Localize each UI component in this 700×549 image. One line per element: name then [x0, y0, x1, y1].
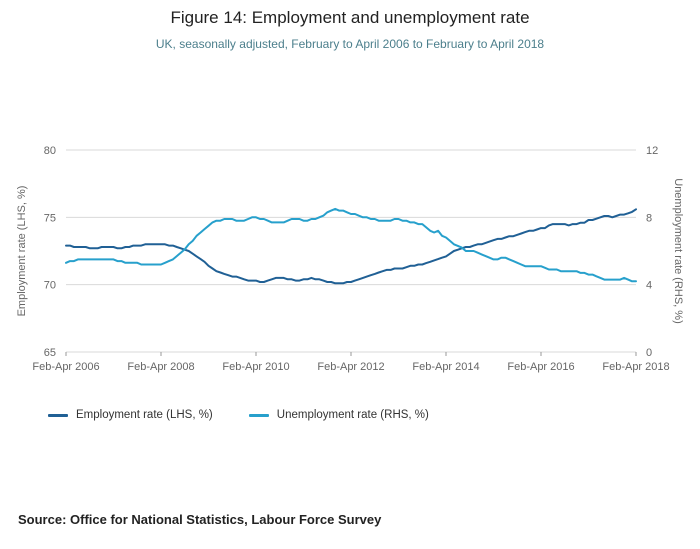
- left-axis-title: Employment rate (LHS, %): [16, 186, 28, 317]
- x-axis-tick-label: Feb-Apr 2008: [127, 361, 194, 373]
- source-note: Source: Office for National Statistics, …: [18, 512, 382, 527]
- right-axis-tick-label: 8: [646, 212, 652, 224]
- x-axis-tick-label: Feb-Apr 2006: [32, 361, 99, 373]
- x-axis-tick-label: Feb-Apr 2010: [222, 361, 289, 373]
- unemployment-line-swatch-icon: [248, 413, 269, 417]
- employment-rate-line: [65, 208, 637, 285]
- legend-item-unemployment[interactable]: Unemployment rate (RHS, %): [248, 409, 429, 421]
- legend-label-employment: Employment rate (LHS, %): [76, 409, 213, 421]
- left-axis-tick-label: 75: [44, 212, 56, 224]
- left-axis-tick-label: 70: [44, 280, 56, 292]
- chart-legend: Employment rate (LHS, %) Unemployment ra…: [48, 409, 429, 421]
- chart-title: Figure 14: Employment and unemployment r…: [170, 8, 530, 27]
- right-axis-tick-label: 0: [646, 347, 652, 359]
- unemployment-rate-line: [65, 207, 637, 283]
- chart-subtitle: UK, seasonally adjusted, February to Apr…: [155, 37, 545, 51]
- right-axis-title: Unemployment rate (RHS, %): [672, 178, 684, 324]
- x-axis-tick-label: Feb-Apr 2018: [602, 361, 669, 373]
- x-axis-tick-label: Feb-Apr 2012: [317, 361, 384, 373]
- right-axis-tick-label: 4: [646, 280, 652, 292]
- left-axis-tick-label: 80: [44, 145, 56, 157]
- left-axis-tick-label: 65: [44, 347, 56, 359]
- x-axis-tick-label: Feb-Apr 2014: [412, 361, 479, 373]
- right-axis-tick-label: 12: [646, 145, 658, 157]
- legend-label-unemployment: Unemployment rate (RHS, %): [276, 409, 429, 421]
- employment-line-swatch-icon: [48, 413, 68, 417]
- chart-canvas: 65 70 75 80 0 4 8 12 Feb-Apr 2006 Feb-Apr 2008 Feb…: [16, 145, 684, 373]
- x-axis-tick-label: Feb-Apr 2016: [507, 361, 574, 373]
- legend-item-employment[interactable]: Employment rate (LHS, %): [48, 409, 213, 421]
